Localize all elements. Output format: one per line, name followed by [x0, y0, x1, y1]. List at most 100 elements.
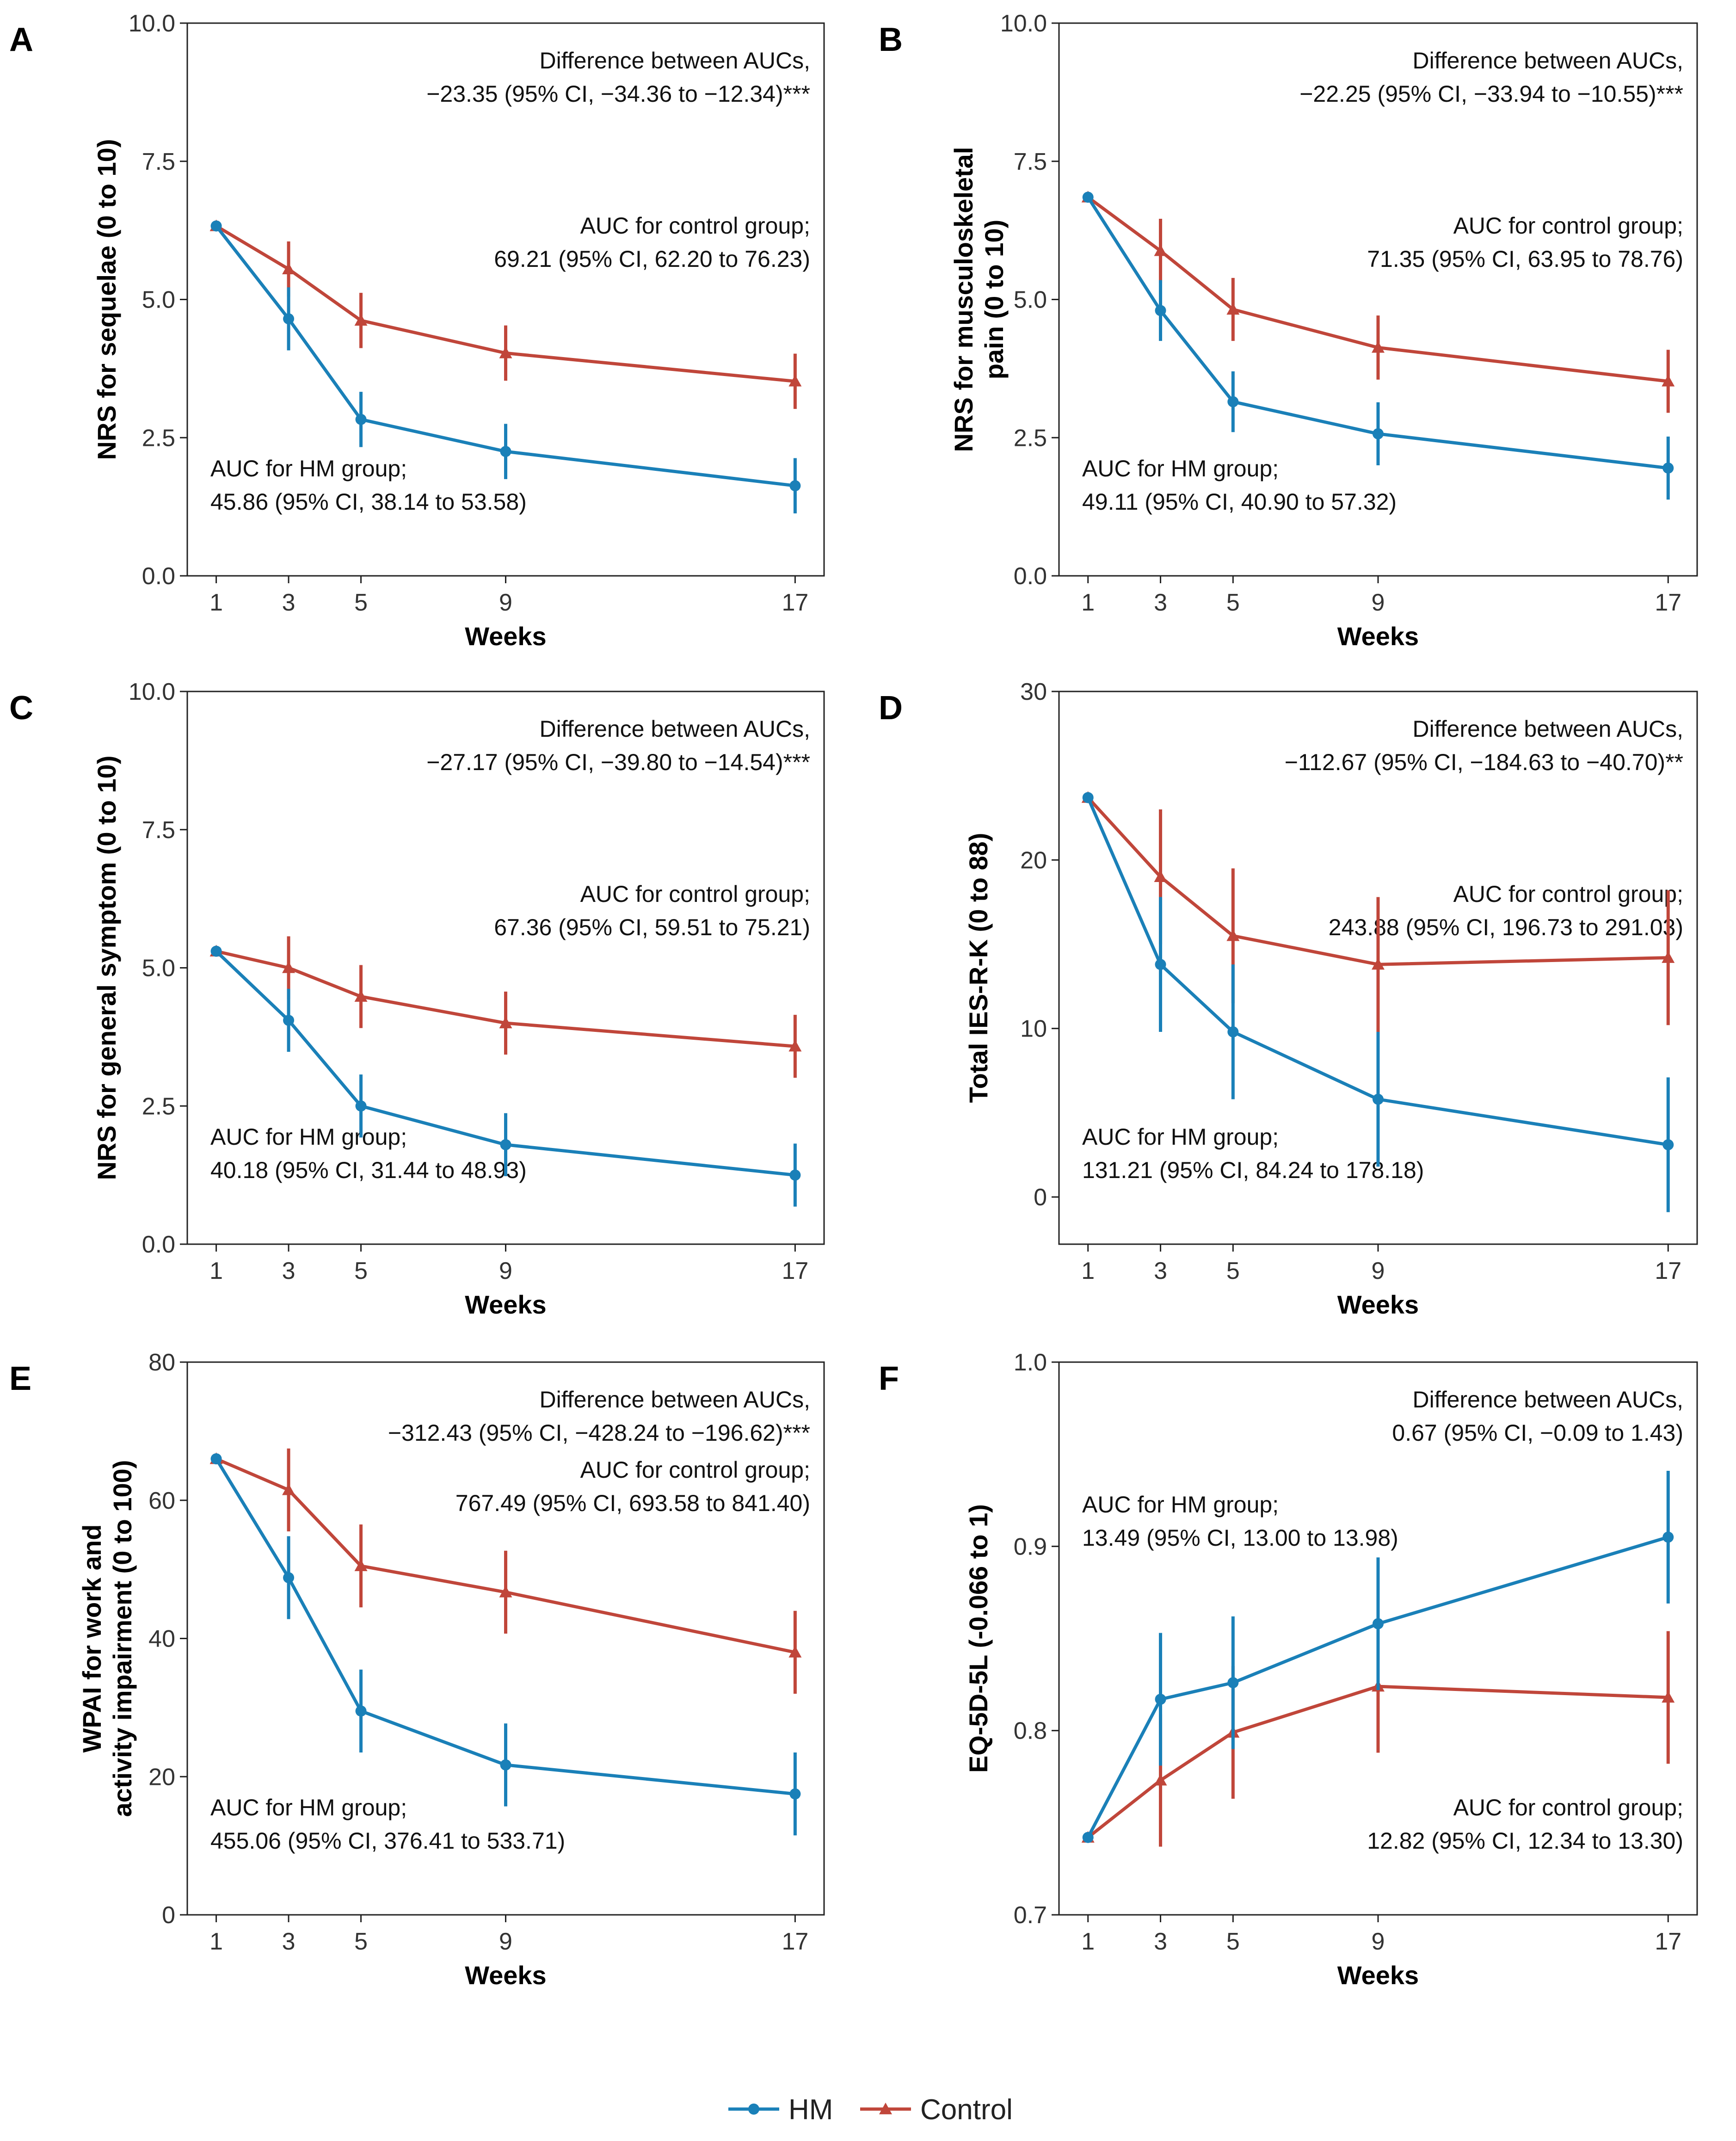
annotation-line: −22.25 (95% CI, −33.94 to −10.55)*** — [1299, 81, 1683, 107]
annotation-mid-right: AUC for control group; 71.35 (95% CI, 63.… — [1367, 213, 1683, 272]
annotation-line: AUC for HM group; — [1082, 456, 1279, 481]
x-tick-label: 5 — [1226, 589, 1240, 616]
point-hm — [355, 413, 367, 425]
point-control — [1662, 951, 1675, 963]
x-tick-label: 5 — [1226, 1928, 1240, 1955]
series-control — [1081, 191, 1675, 413]
y-tick-label: 20 — [148, 1764, 175, 1790]
legend-item-hm: HM — [728, 2094, 833, 2126]
panel-a: A 0.0 2.5 5.0 7.5 10.0 1 3 5 9 17 Weeks NRS for sequ… — [9, 10, 825, 651]
point-hm — [355, 1100, 367, 1112]
annotation-line: 767.49 (95% CI, 693.58 to 841.40) — [456, 1490, 810, 1516]
panel-letter: F — [879, 1360, 899, 1397]
point-hm — [1082, 191, 1094, 203]
point-control — [354, 314, 368, 326]
y-tick-label: 7.5 — [142, 817, 175, 844]
y-axis-title: WPAI for work andactivity impairment (0 … — [77, 1460, 137, 1817]
panel-e: E 0 20 40 60 80 1 3 5 9 17 Weeks WPAI for work andac… — [9, 1349, 825, 1990]
x-tick-label: 1 — [1081, 589, 1095, 616]
point-hm — [1227, 1677, 1239, 1689]
y-tick-label: 2.5 — [1014, 425, 1047, 451]
series-hm — [210, 220, 801, 513]
point-hm — [283, 1572, 295, 1584]
annotation-upper-left: AUC for HM group; 13.49 (95% CI, 13.00 to… — [1082, 1492, 1398, 1551]
y-axis-title-line: pain (0 to 10) — [979, 220, 1009, 379]
annotation-line: 71.35 (95% CI, 63.95 to 78.76) — [1367, 246, 1683, 272]
annotation-bottom-left: AUC for HM group; 131.21 (95% CI, 84.24 t… — [1082, 1124, 1424, 1183]
annotation-line: Difference between AUCs, — [1413, 48, 1684, 74]
y-tick-label: 80 — [148, 1349, 175, 1376]
point-hm — [789, 480, 801, 492]
y-tick-label: 7.5 — [1014, 148, 1047, 175]
series-hm — [1082, 792, 1674, 1212]
y-tick-label: 40 — [148, 1626, 175, 1653]
panel-d: D 0 10 20 30 1 3 5 9 17 Weeks Total IES-R-K (0 to 8… — [879, 679, 1698, 1319]
point-hm — [1662, 462, 1674, 474]
x-tick-label: 17 — [782, 1258, 808, 1284]
point-hm — [789, 1788, 801, 1800]
point-hm — [1082, 1832, 1094, 1843]
point-control — [1662, 375, 1675, 387]
y-tick-label: 30 — [1020, 679, 1047, 705]
legend-item-control: Control — [860, 2094, 1013, 2126]
y-axis-title: EQ-5D-5L (-0.066 to 1) — [964, 1504, 993, 1773]
point-control — [1226, 929, 1240, 941]
point-hm — [1373, 1618, 1384, 1629]
point-hm — [789, 1169, 801, 1181]
y-tick-label: 20 — [1020, 847, 1047, 874]
x-axis-title: Weeks — [465, 622, 546, 651]
point-hm — [283, 313, 295, 325]
annotation-line: AUC for HM group; — [210, 1795, 407, 1820]
annotation-line: Difference between AUCs, — [540, 48, 811, 74]
y-tick-label: 5.0 — [142, 955, 175, 982]
annotation-top-right: Difference between AUCs, −312.43 (95% CI,… — [388, 1387, 810, 1446]
y-tick-label: 5.0 — [1014, 287, 1047, 314]
annotation-bottom-left: AUC for HM group; 40.18 (95% CI, 31.44 to… — [210, 1124, 527, 1183]
annotation-line: Difference between AUCs, — [1413, 1387, 1684, 1413]
x-tick-label: 3 — [1154, 1928, 1167, 1955]
x-tick-label: 17 — [782, 589, 808, 616]
point-hm — [1662, 1531, 1674, 1543]
x-tick-label: 1 — [1081, 1258, 1095, 1284]
x-tick-label: 1 — [209, 1928, 223, 1955]
annotation-line: AUC for HM group; — [210, 1124, 407, 1150]
point-control — [499, 1017, 512, 1029]
x-tick-label: 9 — [1372, 589, 1385, 616]
annotation-line: −27.17 (95% CI, −39.80 to −14.54)*** — [426, 749, 810, 775]
point-hm — [210, 945, 222, 957]
panel-letter: C — [9, 690, 33, 727]
point-hm — [1155, 959, 1166, 970]
annotation-bottom-left: AUC for HM group; 455.06 (95% CI, 376.41 … — [210, 1795, 565, 1854]
x-tick-label: 1 — [209, 1258, 223, 1284]
panel-letter: E — [9, 1360, 31, 1397]
point-hm — [500, 446, 511, 457]
annotation-line: 49.11 (95% CI, 40.90 to 57.32) — [1082, 489, 1397, 515]
point-hm — [1082, 792, 1094, 803]
annotation-line: 12.82 (95% CI, 12.34 to 13.30) — [1367, 1828, 1683, 1854]
y-tick-label: 0 — [162, 1902, 175, 1929]
series-hm — [1082, 191, 1674, 500]
legend-label: Control — [920, 2094, 1013, 2126]
point-hm — [210, 1453, 222, 1465]
point-control — [282, 961, 295, 973]
y-tick-label: 5.0 — [142, 287, 175, 314]
y-tick-label: 60 — [148, 1487, 175, 1514]
y-tick-label: 2.5 — [142, 425, 175, 451]
point-control — [1372, 341, 1385, 353]
annotation-line: AUC for HM group; — [1082, 1492, 1279, 1518]
annotation-line: AUC for control group; — [580, 881, 810, 907]
point-control — [354, 1559, 368, 1571]
y-axis-title-line: activity impairment (0 to 100) — [108, 1460, 137, 1817]
point-hm — [283, 1015, 295, 1026]
point-control — [788, 375, 802, 387]
point-hm — [1155, 1693, 1166, 1705]
x-axis-title: Weeks — [1337, 1961, 1419, 1990]
annotation-top-right: Difference between AUCs, −22.25 (95% CI, … — [1299, 48, 1683, 107]
x-tick-label: 9 — [499, 1928, 512, 1955]
annotation-line: Difference between AUCs, — [540, 716, 811, 742]
point-hm — [1662, 1139, 1674, 1151]
annotation-line: 13.49 (95% CI, 13.00 to 13.98) — [1082, 1525, 1398, 1551]
point-hm — [355, 1705, 367, 1717]
annotation-line: 455.06 (95% CI, 376.41 to 533.71) — [210, 1828, 565, 1854]
